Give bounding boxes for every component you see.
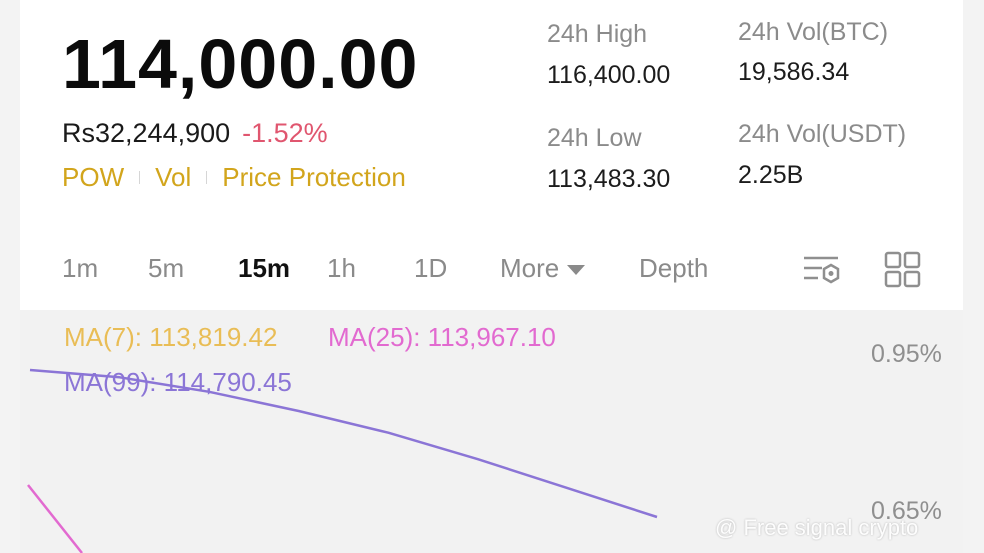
chart-settings-icon[interactable] <box>802 251 842 291</box>
ma99-line <box>29 368 658 519</box>
high-value: 116,400.00 <box>547 61 671 89</box>
tab-15m[interactable]: 15m <box>238 253 290 284</box>
tab-depth[interactable]: Depth <box>639 253 708 284</box>
grid-layout-icon[interactable] <box>884 251 924 291</box>
tag-vol[interactable]: Vol <box>155 162 192 192</box>
fiat-row: Rs32,244,900 -1.52% <box>62 118 328 149</box>
vol-btc-label: 24h Vol(BTC) <box>738 18 889 46</box>
watermark: @ Free signal crypto <box>715 515 919 540</box>
vol-usdt-label: 24h Vol(USDT) <box>738 120 907 148</box>
tab-1h[interactable]: 1h <box>327 253 356 284</box>
tab-1d[interactable]: 1D <box>414 253 447 284</box>
tab-1m-label: 1m <box>62 253 99 283</box>
tag-pow[interactable]: POW <box>62 162 125 192</box>
vol-usdt-value: 2.25B <box>738 161 804 189</box>
tag-row: POW Vol Price Protection <box>62 162 406 193</box>
tag-price-protection[interactable]: Price Protection <box>222 162 406 192</box>
change-percent: -1.52% <box>242 118 328 148</box>
low-label: 24h Low <box>547 124 642 152</box>
high-label: 24h High <box>547 20 648 48</box>
fiat-price: Rs32,244,900 <box>62 118 231 148</box>
tag-divider <box>139 171 141 184</box>
low-value: 113,483.30 <box>547 165 671 193</box>
chart-settings-icon-svg <box>804 256 840 284</box>
axis-top-label: 0.95% <box>871 340 942 368</box>
tab-depth-label: Depth <box>639 253 709 283</box>
tag-divider <box>206 171 208 184</box>
tab-1d-label: 1D <box>414 253 448 283</box>
tab-1h-label: 1h <box>327 253 356 283</box>
tab-5m[interactable]: 5m <box>148 253 184 284</box>
ma99-label: MA(99): 114,790.45 <box>64 367 292 397</box>
ma7-label: MA(7): 113,819.42 <box>64 322 278 352</box>
vol-btc-value: 19,586.34 <box>738 58 850 86</box>
last-price: 114,000.00 <box>62 25 419 103</box>
tab-5m-label: 5m <box>148 253 185 283</box>
ma25-label: MA(25): 113,967.10 <box>328 322 556 352</box>
tab-more-label: More <box>500 253 560 283</box>
kline-chart-area[interactable] <box>20 310 963 553</box>
grid-layout-icon-svg <box>884 251 921 288</box>
caret-down-icon <box>567 265 586 276</box>
tab-15m-label: 15m <box>238 253 291 283</box>
ma25-line <box>27 484 83 553</box>
axis-bottom-label: 0.65% <box>871 497 942 525</box>
tab-1m[interactable]: 1m <box>62 253 98 284</box>
tab-more[interactable]: More <box>500 253 586 284</box>
